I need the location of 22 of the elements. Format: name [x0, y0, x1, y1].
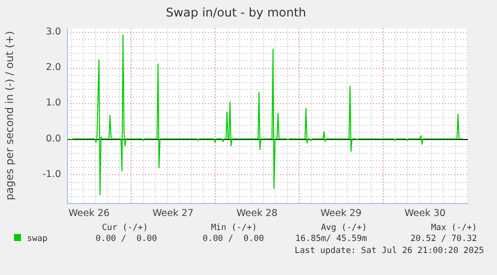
- y-tick-label: 3.0: [46, 26, 61, 38]
- x-tick-label: Week 30: [404, 208, 446, 220]
- text: Min (-/+): [210, 223, 257, 234]
- x-tick-label: Week 27: [152, 208, 194, 220]
- legend-label: swap: [27, 234, 48, 244]
- text: 20.52 / 70.32: [410, 234, 477, 245]
- chart-title: Swap in/out - by month: [166, 5, 306, 20]
- y-tick-label: 0.0: [46, 133, 61, 144]
- text: Cur (-/+): [102, 223, 148, 234]
- x-tick-label: Week 28: [236, 208, 278, 220]
- y-tick-label: 2.0: [46, 62, 61, 74]
- text: 0.00 / 0.00: [202, 234, 264, 245]
- text: 0.00 / 0.00: [96, 234, 157, 245]
- text: Last update: Sat Jul 26 21:00:20 2025: [294, 246, 484, 257]
- x-tick-label: Week 26: [68, 208, 110, 220]
- y-tick-label: 1.0: [46, 98, 61, 109]
- x-tick-label: Week 29: [320, 208, 362, 220]
- text: Max (-/+): [430, 223, 477, 234]
- text: 16.85m/ 45.59m: [295, 234, 367, 245]
- y-axis-title: pages per second in (-) / out (+): [4, 31, 16, 200]
- text: Avg (-/+): [320, 223, 367, 234]
- y-tick-label: -1.0: [42, 168, 61, 180]
